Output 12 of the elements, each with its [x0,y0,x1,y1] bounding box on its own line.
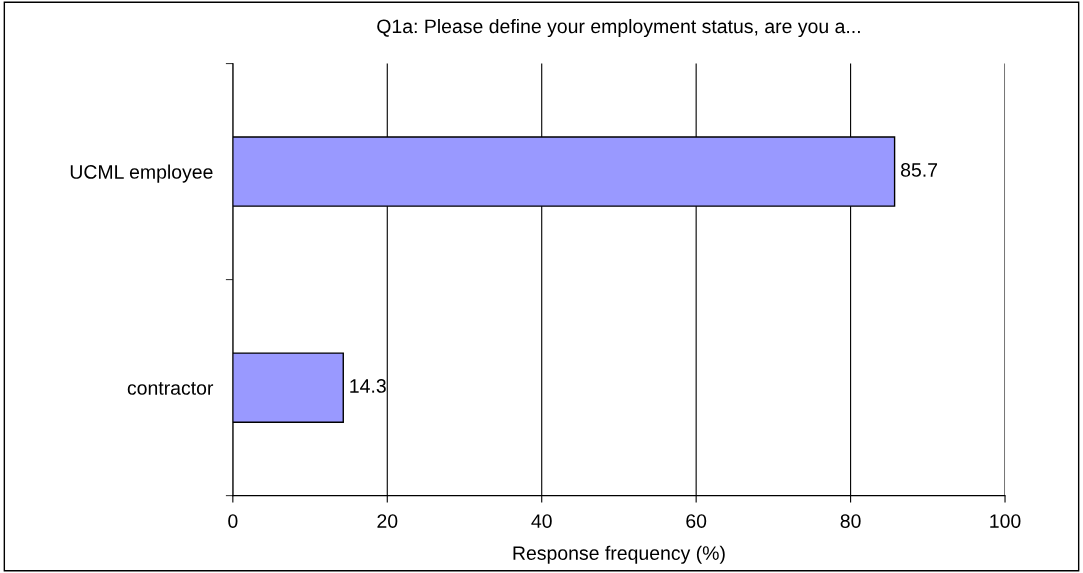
data-label: 85.7 [901,163,938,177]
x-axis-title: Response frequency (%) [513,545,725,564]
x-tick-label: 40 [531,514,552,528]
data-label: 14.3 [350,379,386,393]
x-tick-label: 0 [228,514,238,528]
x-tick-label: 60 [686,514,707,528]
y-tick-label: contractor [127,382,214,395]
x-tick-label: 20 [377,514,398,528]
y-tick-label: UCML employee [70,164,213,183]
x-tick-label: 80 [840,514,861,528]
chart-title: Q1a: Please define your employment status, are you a... [377,18,860,38]
x-tick-label: 100 [990,514,1021,528]
